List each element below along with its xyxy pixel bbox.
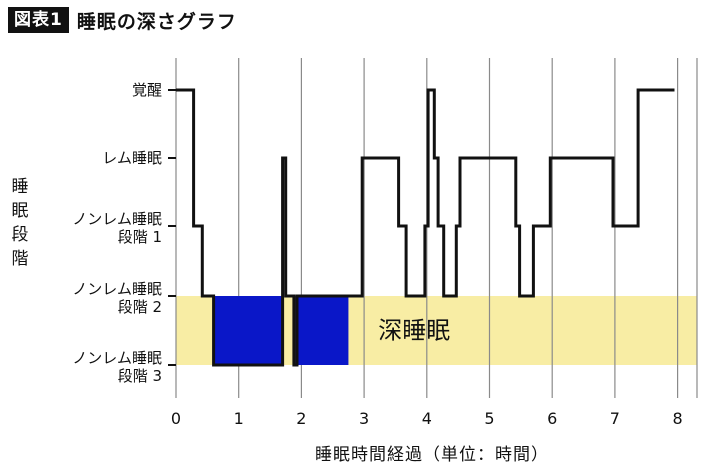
x-tick-label-3: 3 [359,409,369,428]
deep-sleep-band-label: 深睡眠 [378,317,450,345]
figure-badge: 図表1 [8,7,69,33]
y-axis-title-char-2: 眠 [12,201,29,221]
deep-sleep-block-2 [295,296,349,365]
x-tick-label-0: 0 [171,409,181,428]
x-tick-label-6: 6 [547,409,557,428]
y-sublabel-level-3: 段階 1 [118,228,162,246]
figure-title: 睡眠の深さグラフ [76,10,237,33]
deep-sleep-block-1 [213,296,283,365]
y-sublabel-level-2: 段階 2 [118,298,162,316]
y-axis-title-char-1: 睡 [12,177,29,197]
x-tick-label-5: 5 [484,409,494,428]
x-axis-title: 睡眠時間経過（単位：時間） [315,445,549,465]
x-tick-label-7: 7 [610,409,620,428]
x-tick-label-8: 8 [673,409,683,428]
sleep-stage-line-1 [176,88,675,367]
y-axis-title-char-3: 段 [12,225,29,245]
deep-sleep-blocks-layer: 深睡眠 [213,296,450,365]
y-axis-title-char-4: 階 [12,249,29,269]
x-tick-label-2: 2 [296,409,306,428]
y-label-level-4: レム睡眠 [102,149,162,167]
y-label-level-3: ノンレム睡眠 [72,210,162,228]
x-tick-label-4: 4 [422,409,432,428]
y-sublabel-level-1: 段階 3 [118,367,162,385]
y-label-level-5: 覚醒 [132,81,162,99]
x-tick-labels: 0 1 2 3 4 5 6 7 8 [171,409,683,428]
x-tick-label-1: 1 [234,409,244,428]
figure-header: 図表1 睡眠の深さグラフ [8,6,237,34]
y-label-level-2: ノンレム睡眠 [72,280,162,298]
y-label-level-1: ノンレム睡眠 [72,349,162,367]
sleep-stage-line-layer [176,88,675,367]
